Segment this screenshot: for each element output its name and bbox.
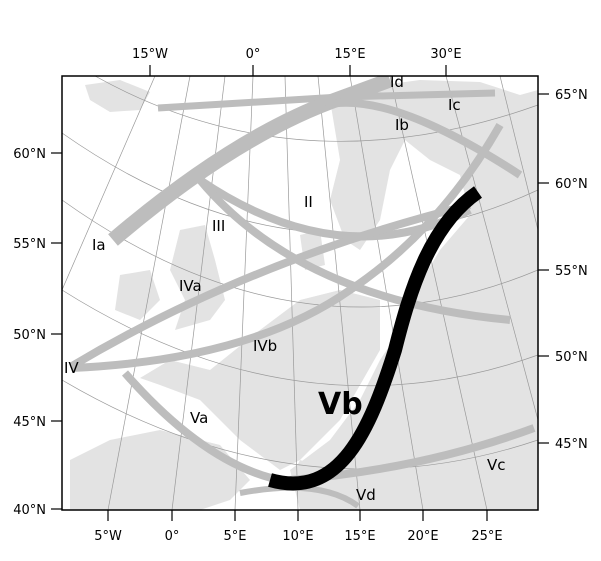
label-iv: IV <box>64 359 79 377</box>
track-iii <box>196 177 511 324</box>
label-va: Va <box>190 409 208 427</box>
tick-label: 0° <box>165 529 180 544</box>
label-vb: Vb <box>318 387 363 422</box>
tick-label: 15°E <box>334 47 365 62</box>
label-vc: Vc <box>487 456 506 474</box>
tick-label: 15°E <box>344 529 375 544</box>
track-vb <box>268 186 483 491</box>
label-ivb: IVb <box>253 337 277 355</box>
label-id: Id <box>390 73 404 91</box>
tick-label: 65°N <box>555 88 588 103</box>
tick-label: 15°W <box>132 47 168 62</box>
label-ic: Ic <box>448 96 461 114</box>
track-va <box>121 370 291 486</box>
tick-label: 10°E <box>282 529 313 544</box>
right-latitude-labels: 65°N 60°N 55°N 50°N 45°N <box>555 88 588 452</box>
track-ivb <box>71 123 504 372</box>
tick-label: 5°W <box>94 529 122 544</box>
label-ii: II <box>304 193 313 211</box>
tick-label: 50°N <box>555 350 588 365</box>
tick-label: 55°N <box>13 237 46 252</box>
tick-label: 20°E <box>407 529 438 544</box>
map-frame <box>61 75 539 511</box>
axis-ticks <box>51 65 549 521</box>
land-iberia <box>70 430 250 510</box>
tick-label: 5°E <box>224 529 247 544</box>
label-ib: Ib <box>395 116 409 134</box>
track-ia <box>108 76 393 246</box>
top-longitude-labels: 15°W 0° 15°E 30°E <box>132 47 462 62</box>
label-iii: III <box>212 217 225 235</box>
track-ib <box>324 98 523 179</box>
track-vd <box>239 484 360 509</box>
tick-label: 30°E <box>430 47 461 62</box>
tick-label: 45°N <box>13 415 46 430</box>
left-latitude-labels: 60°N 55°N 50°N 45°N 40°N <box>13 147 46 518</box>
tick-label: 40°N <box>13 503 46 518</box>
label-vd: Vd <box>356 486 376 504</box>
tick-label: 50°N <box>13 328 46 343</box>
tick-label: 60°N <box>555 177 588 192</box>
land-ireland <box>115 270 160 320</box>
track-iva <box>69 201 471 370</box>
track-labels: Ia Ib Ic Id II III IV IVa IVb Va Vb Vc V… <box>64 73 506 504</box>
tick-label: 25°E <box>471 529 502 544</box>
bottom-longitude-labels: 5°W 0° 5°E 10°E 15°E 20°E 25°E <box>94 529 502 544</box>
label-iva: IVa <box>179 277 202 295</box>
land-western-europe <box>140 290 380 470</box>
tick-label: 0° <box>246 47 261 62</box>
tick-label: 55°N <box>555 264 588 279</box>
land-iceland <box>85 80 150 112</box>
tick-label: 60°N <box>13 147 46 162</box>
label-ia: Ia <box>92 236 106 254</box>
track-ii <box>197 176 472 241</box>
tracks <box>69 76 536 509</box>
tick-label: 45°N <box>555 437 588 452</box>
